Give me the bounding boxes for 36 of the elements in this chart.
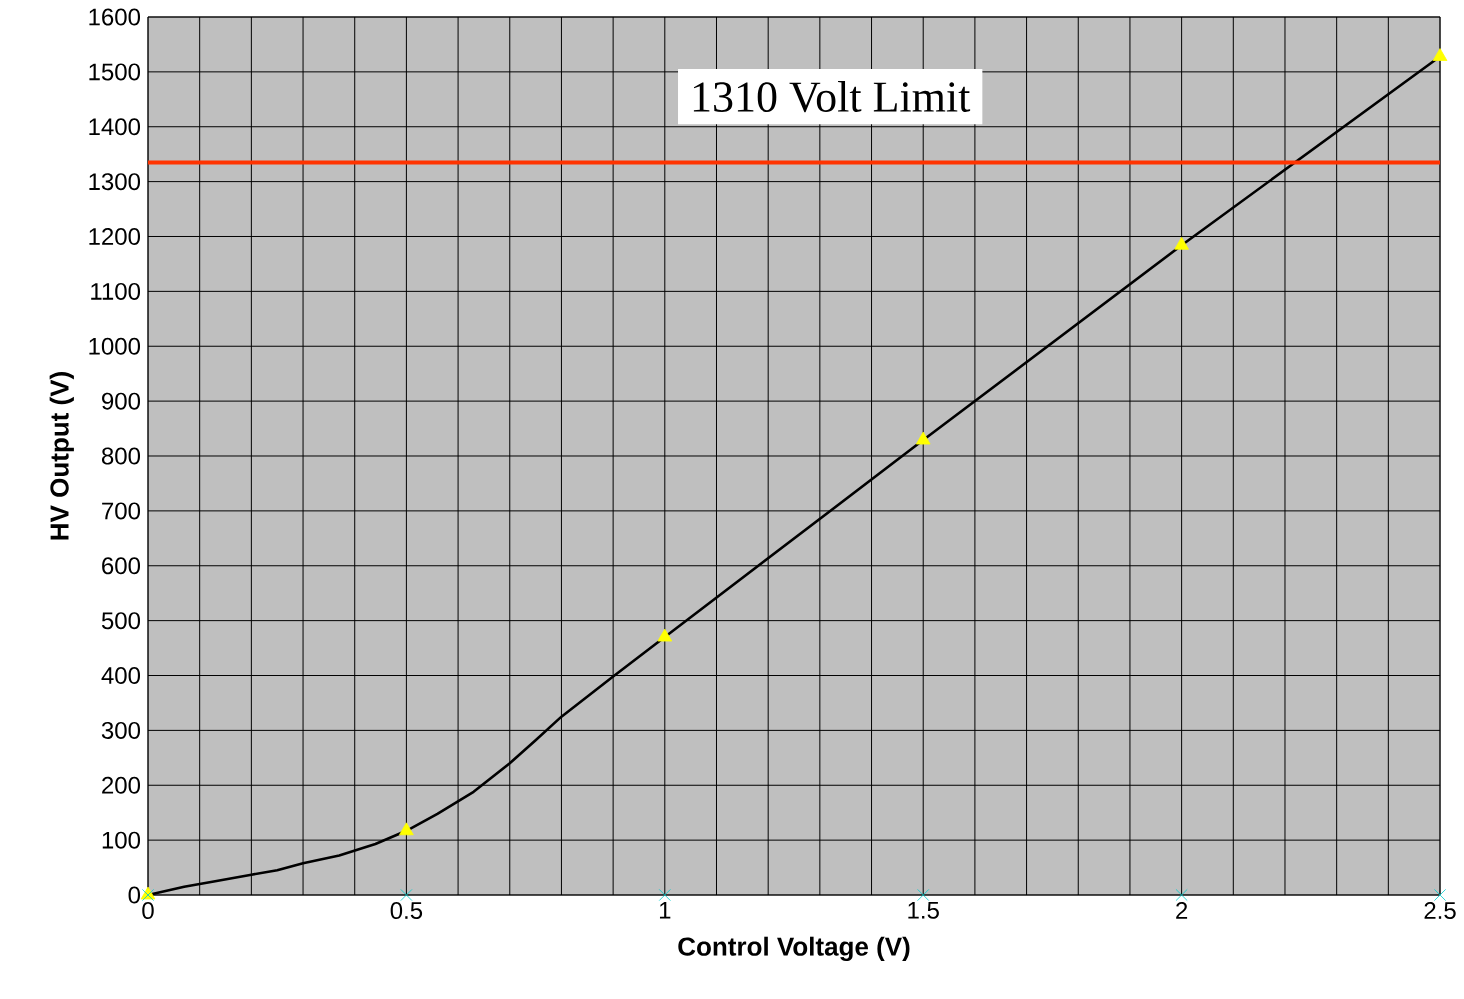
x-tick-label: 1.5 [908,902,939,919]
y-tick-label: 1600 [89,8,141,26]
y-tick-label: 200 [102,776,141,794]
x-tick-label: 2 [1176,902,1188,919]
x-tick-label: 0.5 [390,902,423,920]
point [1433,888,1447,902]
y-tick-label: 400 [101,667,141,685]
y-tick-label: 1200 [89,228,141,246]
y-tick-label: 100 [102,831,141,849]
point [915,431,931,445]
y-tick-label: 700 [102,502,141,520]
point [658,888,671,902]
x-tick-label: 0 [142,902,154,920]
point [1174,236,1189,250]
y-tick-label: 500 [101,612,141,630]
x-axis-title: Control Voltage (V) [678,936,910,962]
ref-line-label: 1310 Volt Limit [693,80,971,113]
point [399,822,414,836]
y-tick-label: 800 [101,447,141,465]
y-axis-title: HV Output (V) [49,372,74,540]
point [400,888,413,902]
y-tick-label: 1500 [89,63,141,81]
y-tick-label: 1000 [89,337,141,355]
y-tick-label: 900 [102,392,141,410]
x-tick-label: 2.5 [1424,902,1456,920]
y-tick-label: 1400 [89,118,141,136]
y-tick-label: 0 [128,886,141,904]
y-tick-label: 300 [101,721,141,739]
point [1175,888,1188,902]
x-tick-label: 1 [659,902,671,919]
y-tick-label: 1300 [89,173,141,191]
point [657,628,673,642]
point [1432,48,1448,61]
point [917,888,930,902]
y-tick-label: 1100 [91,282,141,300]
y-tick-label: 600 [102,557,141,575]
